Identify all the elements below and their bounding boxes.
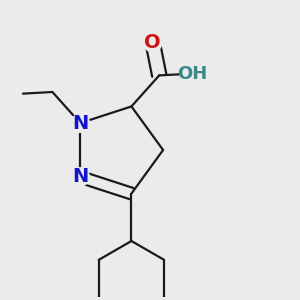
Text: OH: OH (177, 65, 207, 83)
Circle shape (71, 168, 89, 186)
Circle shape (71, 114, 89, 132)
Circle shape (181, 62, 203, 85)
Text: N: N (72, 114, 88, 133)
Text: N: N (72, 167, 88, 186)
Text: O: O (144, 33, 161, 52)
Circle shape (143, 34, 162, 52)
